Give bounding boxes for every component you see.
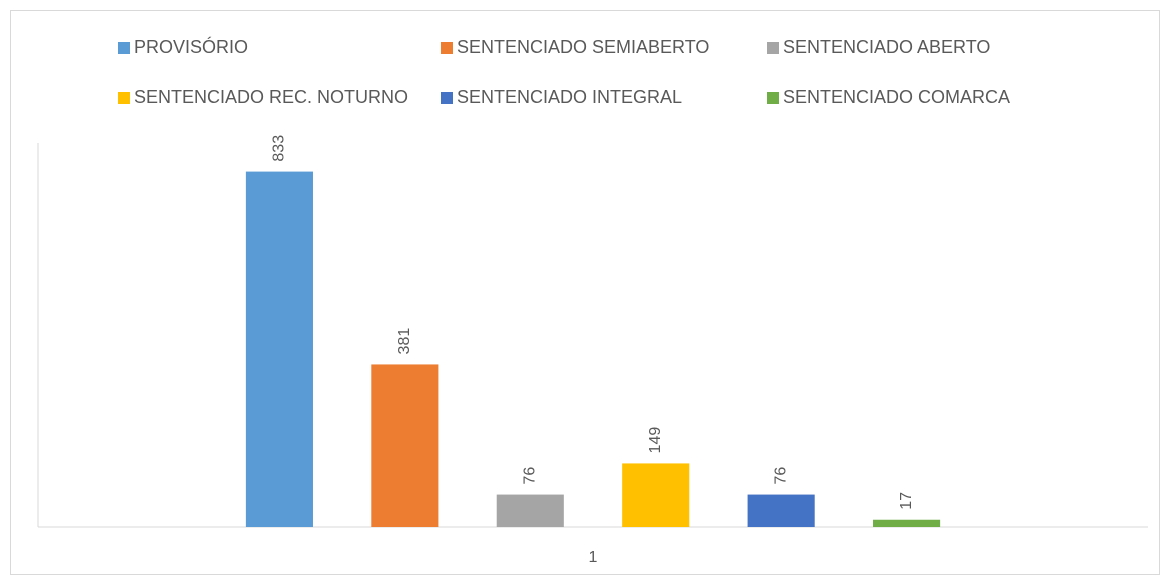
legend-swatch	[767, 42, 779, 54]
legend-swatch	[441, 92, 453, 104]
legend-label: SENTENCIADO SEMIABERTO	[457, 37, 709, 57]
data-label: 833	[271, 135, 288, 162]
legend-label: SENTENCIADO ABERTO	[783, 37, 990, 57]
x-tick-label: 1	[589, 549, 598, 566]
legend-label: SENTENCIADO REC. NOTURNO	[134, 87, 408, 107]
chart-frame	[10, 10, 1160, 575]
data-label: 76	[522, 467, 539, 485]
bar	[496, 494, 564, 527]
legend-label: SENTENCIADO INTEGRAL	[457, 87, 682, 107]
legend-label: PROVISÓRIO	[134, 36, 248, 57]
bar	[245, 171, 313, 527]
data-label: 149	[647, 427, 664, 454]
legend-swatch	[118, 92, 130, 104]
bar	[747, 494, 815, 527]
data-label: 76	[772, 467, 789, 485]
bar	[371, 364, 439, 527]
legend-swatch	[767, 92, 779, 104]
bar	[622, 463, 690, 527]
data-label: 17	[898, 492, 915, 510]
legend-swatch	[118, 42, 130, 54]
legend-label: SENTENCIADO COMARCA	[783, 87, 1010, 107]
legend-swatch	[441, 42, 453, 54]
bar	[873, 519, 941, 527]
data-label: 381	[396, 328, 413, 355]
